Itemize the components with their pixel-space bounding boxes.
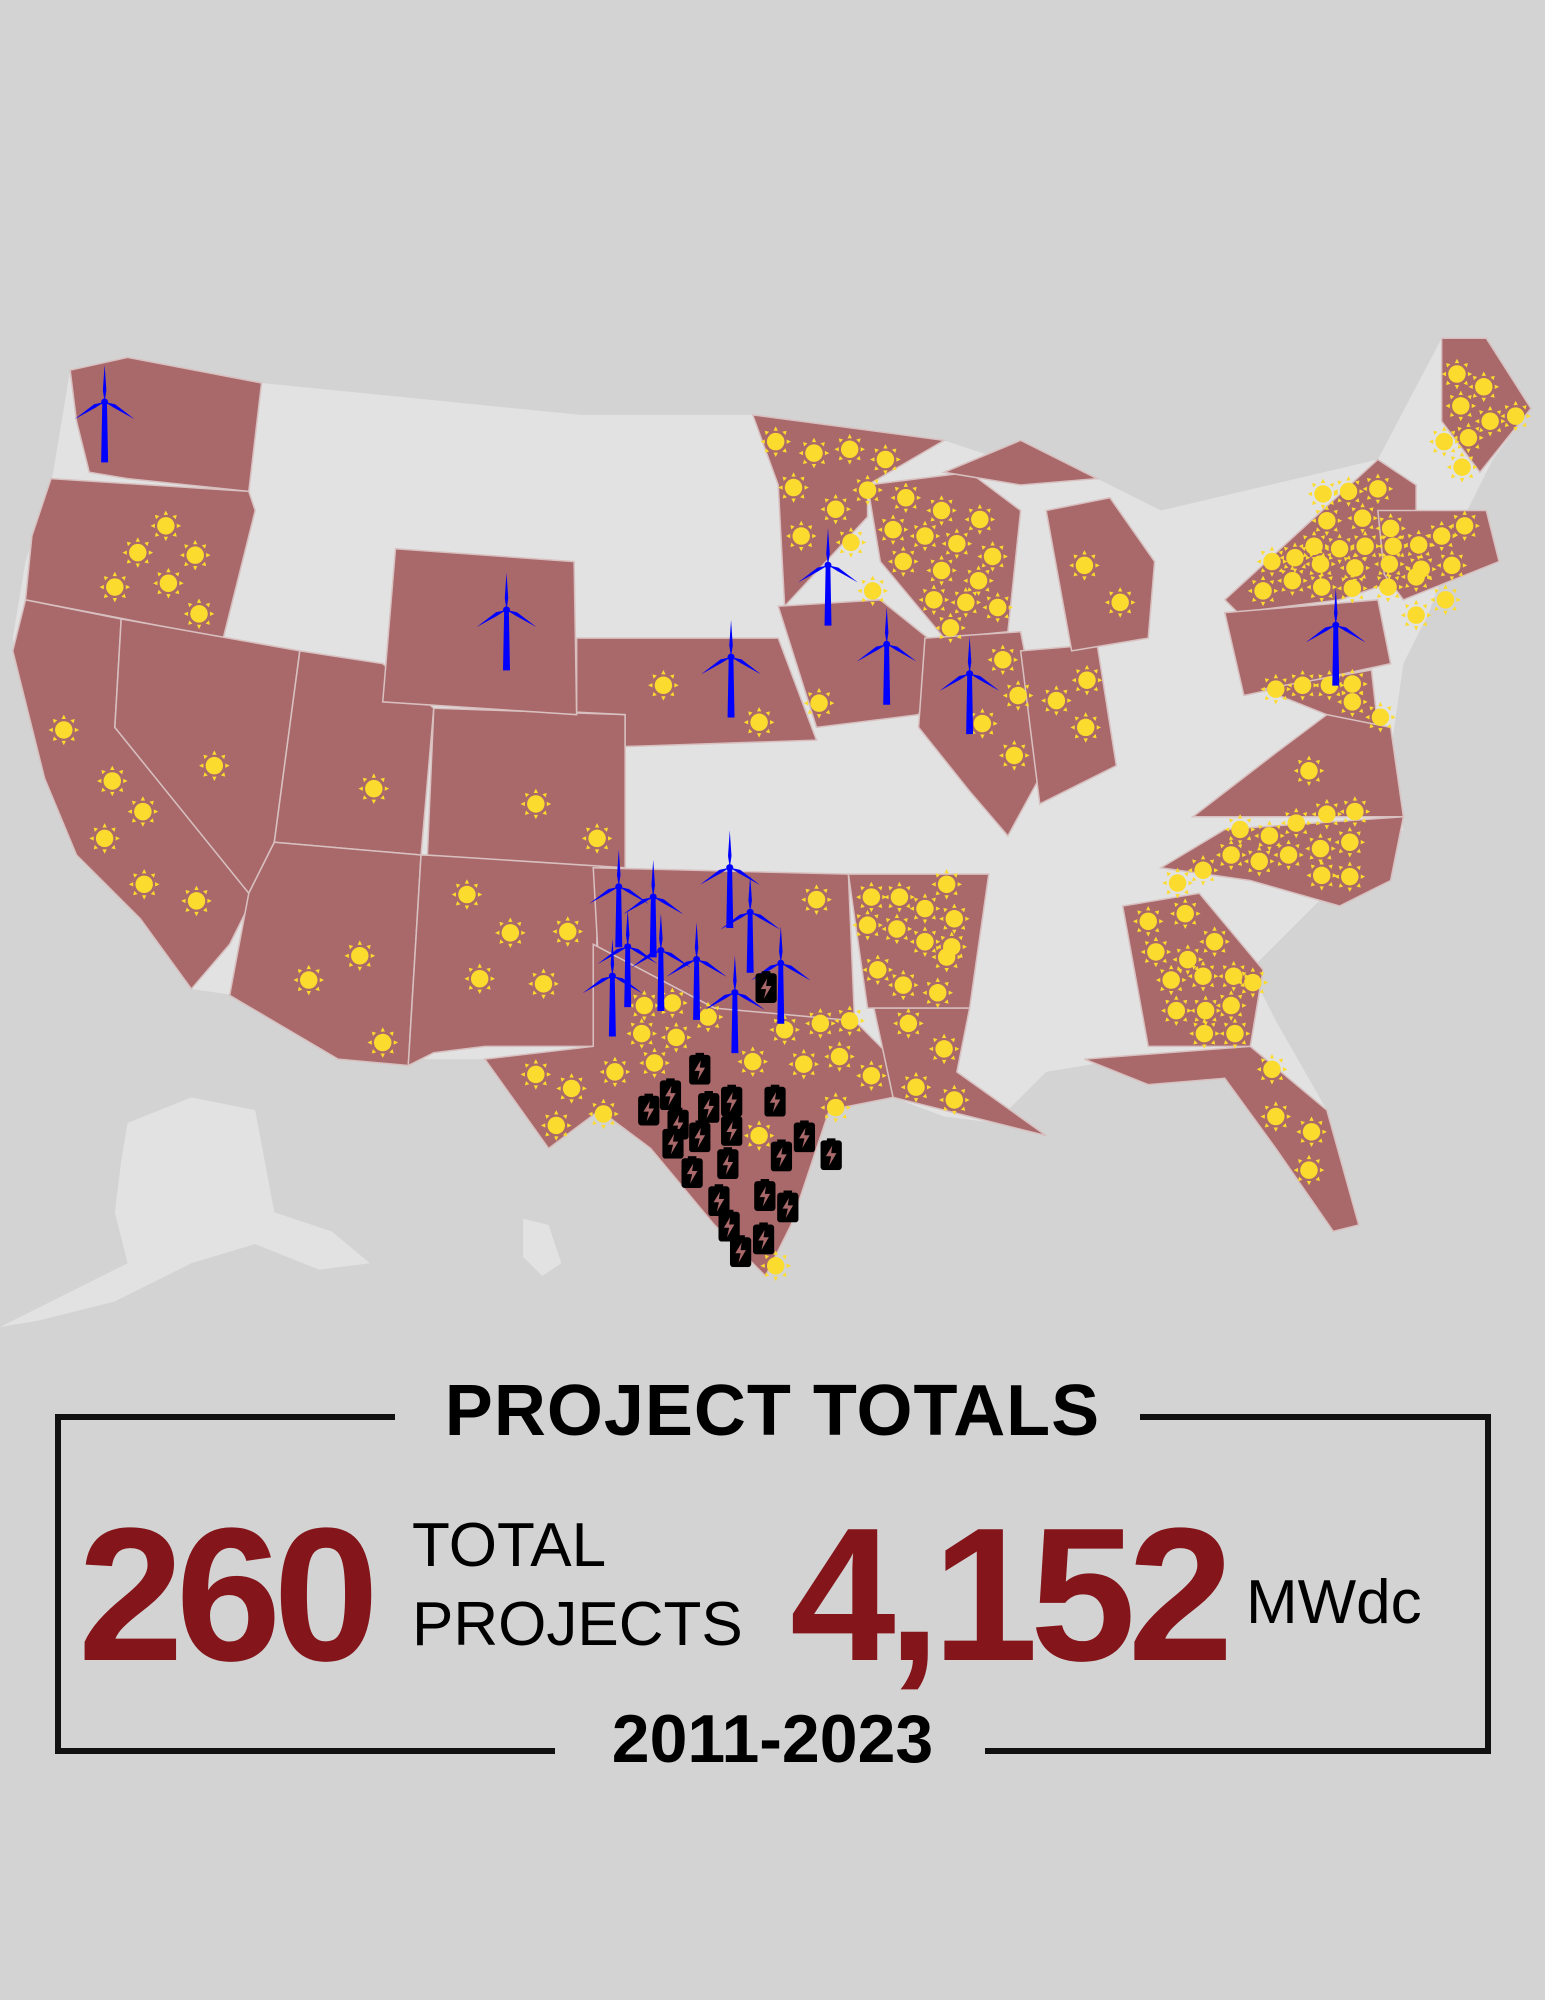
- totals-title: PROJECT TOTALS: [444, 1371, 1101, 1451]
- period-label: 2011-2023: [611, 1701, 934, 1777]
- battery-icon: [755, 971, 777, 1003]
- total-projects-label-2: PROJECTS: [412, 1590, 743, 1659]
- total-capacity-value: 4,152: [790, 1489, 1233, 1701]
- state-mi: [1045, 496, 1156, 652]
- battery-icon: [729, 1235, 752, 1268]
- battery-icon: [662, 1126, 684, 1159]
- battery-icon: [793, 1120, 816, 1153]
- battery-icon: [770, 1139, 793, 1172]
- battery-icon: [820, 1138, 842, 1171]
- battery-icon: [764, 1084, 786, 1117]
- battery-icon: [717, 1147, 739, 1180]
- battery-icon: [638, 1093, 660, 1126]
- sun-icon: [1430, 584, 1461, 616]
- total-projects-value: 260: [78, 1489, 379, 1701]
- state-wa: [69, 356, 263, 493]
- state-nm: [407, 854, 601, 1067]
- state-mn: [751, 413, 947, 609]
- state-va: [1190, 713, 1405, 818]
- battery-icon: [698, 1091, 720, 1123]
- battery-icon: [659, 1078, 682, 1111]
- battery-icon: [681, 1156, 703, 1188]
- battery-icon: [689, 1052, 711, 1085]
- battery-icon: [721, 1084, 743, 1117]
- battery-icon: [752, 1222, 775, 1255]
- frame-gap-bottom: [555, 1720, 985, 1770]
- total-projects-label-1: TOTAL: [412, 1511, 607, 1580]
- battery-icon: [754, 1179, 776, 1211]
- capacity-unit: MWdc: [1246, 1568, 1422, 1637]
- hawaii: [523, 1218, 562, 1277]
- battery-icon: [721, 1113, 743, 1146]
- state-la: [872, 1007, 1047, 1137]
- us-project-map: [0, 337, 1532, 1328]
- state-pa: [1223, 599, 1392, 697]
- alaska: [0, 1097, 370, 1328]
- frame-gap-top: [395, 1390, 1140, 1440]
- battery-icon: [689, 1120, 711, 1153]
- state-fl: [1084, 1045, 1360, 1233]
- state-wy: [381, 547, 578, 716]
- battery-icon: [777, 1190, 799, 1223]
- state-miup: [941, 439, 1100, 486]
